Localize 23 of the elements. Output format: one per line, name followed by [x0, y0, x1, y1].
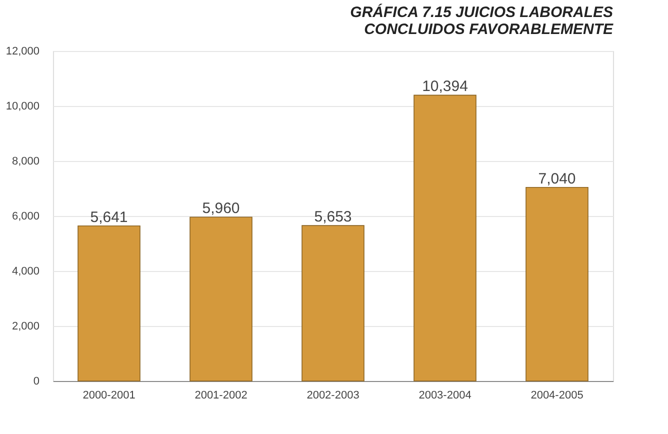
data-label: 5,641 — [90, 208, 128, 226]
bar — [526, 187, 588, 382]
y-tick-label: 10,000 — [6, 100, 40, 112]
chart-title: GRÁFICA 7.15 JUICIOS LABORALES CONCLUIDOS FAVORABLEMENTE — [350, 3, 614, 38]
x-tick-label: 2004-2005 — [530, 390, 584, 402]
x-tick-label: 2000-2001 — [82, 390, 136, 402]
bar — [78, 225, 140, 382]
y-tick-label: 2,000 — [12, 320, 40, 332]
data-label: 7,040 — [538, 170, 576, 188]
bar — [190, 216, 252, 382]
x-tick-label: 2001-2002 — [194, 390, 248, 402]
y-tick-label: 4,000 — [12, 266, 40, 278]
y-tick-label: 0 — [33, 376, 40, 388]
x-tick-label: 2002-2003 — [306, 390, 360, 402]
x-tick-label: 2003-2004 — [418, 390, 472, 402]
data-label: 5,960 — [202, 200, 240, 218]
data-label: 5,653 — [314, 208, 352, 226]
data-label: 10,394 — [422, 78, 468, 96]
y-tick-label: 6,000 — [12, 210, 40, 222]
bar — [414, 94, 476, 382]
y-tick-label: 12,000 — [6, 46, 40, 58]
bar — [302, 225, 364, 382]
y-tick-label: 8,000 — [12, 156, 40, 168]
